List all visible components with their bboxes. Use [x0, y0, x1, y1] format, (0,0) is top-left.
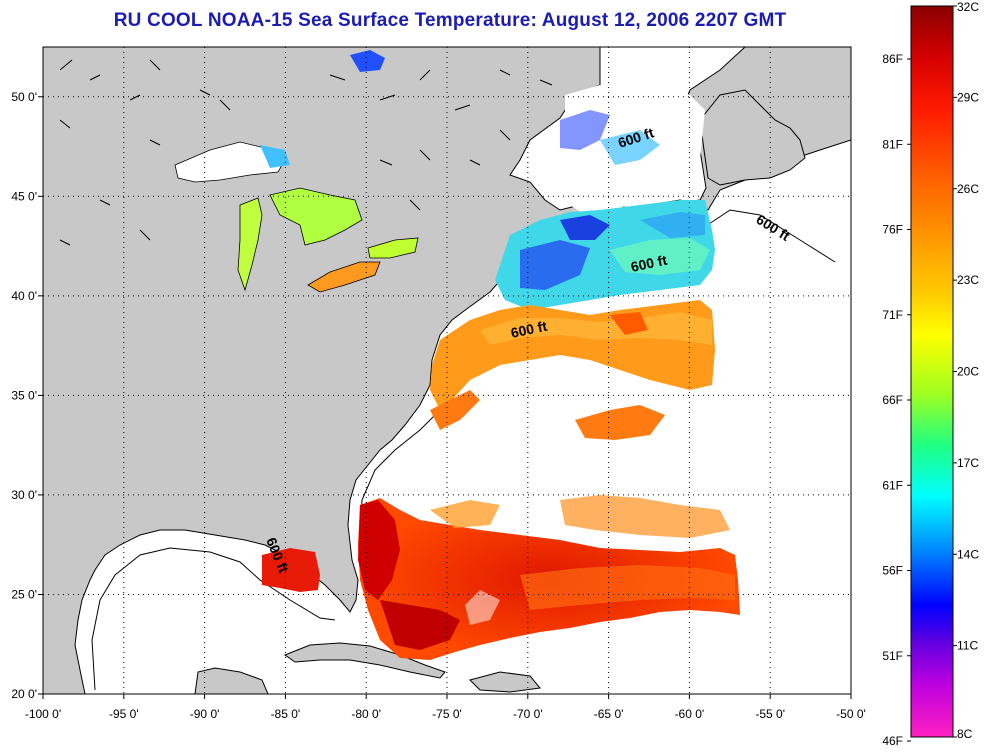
- colorbar-fahrenheit-label: 71F: [882, 308, 903, 322]
- colorbar-fahrenheit-label: 86F: [882, 52, 903, 66]
- colorbar-celsius-label: 29C: [957, 90, 979, 104]
- longitude-tick-label: -50 0': [836, 707, 866, 721]
- isobath-gulf: [91, 547, 336, 691]
- colorbar-celsius-label: 26C: [957, 182, 979, 196]
- longitude-tick-label: -90 0': [190, 707, 220, 721]
- colorbar-fahrenheit-label: 61F: [882, 478, 903, 492]
- longitude-tick-label: -75 0': [432, 707, 462, 721]
- colorbar-celsius-label: 11C: [957, 639, 978, 653]
- latitude-axis: 20 0' 25 0' 30 0' 35 0' 40 0' 45 0' 50 0': [11, 90, 43, 701]
- colorbar-celsius-label: 23C: [957, 273, 979, 287]
- sst-swath-north: [495, 82, 715, 310]
- colorbar-celsius-label: 17C: [957, 456, 979, 470]
- colorbar-fahrenheit-label: 51F: [882, 649, 903, 663]
- sst-top-lake: [350, 50, 385, 72]
- longitude-tick-label: -100 0': [25, 707, 61, 721]
- longitude-tick-label: -55 0': [755, 707, 785, 721]
- latitude-tick-label: 30 0': [11, 488, 37, 502]
- longitude-tick-label: -70 0': [513, 707, 543, 721]
- longitude-tick-label: -95 0': [109, 707, 139, 721]
- longitude-axis: -100 0' -95 0' -90 0' -85 0' -80 0' -75 0' -70…: [25, 694, 866, 721]
- colorbar-fahrenheit-label: 66F: [882, 393, 903, 407]
- latitude-tick-label: 25 0': [11, 587, 37, 601]
- isobath-label: 600 ft: [629, 252, 668, 275]
- colorbar-celsius-label: 14C: [957, 547, 979, 561]
- land-hispaniola: [469, 671, 541, 693]
- longitude-tick-label: -65 0': [594, 707, 624, 721]
- colorbar: [910, 5, 954, 738]
- colorbar-labels: 32C 29C 26C 23C 20C 17C 14C 11C 8C 86F 81F 76F 71F 66…: [882, 0, 979, 748]
- sst-mid-atlantic: [430, 300, 715, 440]
- land-yucatan: [194, 667, 269, 694]
- isobath-label: 600 ft: [509, 318, 548, 341]
- latitude-tick-label: 35 0': [11, 388, 37, 402]
- colorbar-fahrenheit-label: 76F: [882, 223, 903, 237]
- longitude-tick-label: -85 0': [271, 707, 301, 721]
- colorbar-fahrenheit-label: 56F: [882, 564, 903, 578]
- map-title: RU COOL NOAA-15 Sea Surface Temperature:…: [113, 10, 787, 31]
- sst-gulf-stream: [262, 495, 740, 660]
- longitude-tick-label: -80 0': [351, 707, 381, 721]
- land-cuba: [283, 642, 446, 679]
- sst-great-lakes: [174, 141, 419, 293]
- longitude-tick-label: -60 0': [675, 707, 705, 721]
- land-newfoundland: [699, 89, 806, 186]
- colorbar-celsius-label: 20C: [957, 365, 979, 379]
- colorbar-celsius-label: 8C: [957, 727, 973, 741]
- colorbar-fahrenheit-label: 46F: [882, 734, 903, 748]
- latitude-tick-label: 50 0': [11, 90, 37, 104]
- latitude-tick-label: 20 0': [11, 687, 37, 701]
- latitude-tick-label: 40 0': [11, 289, 37, 303]
- latitude-tick-label: 45 0': [11, 189, 37, 203]
- colorbar-fahrenheit-label: 81F: [882, 137, 903, 151]
- colorbar-celsius-label: 32C: [957, 0, 979, 14]
